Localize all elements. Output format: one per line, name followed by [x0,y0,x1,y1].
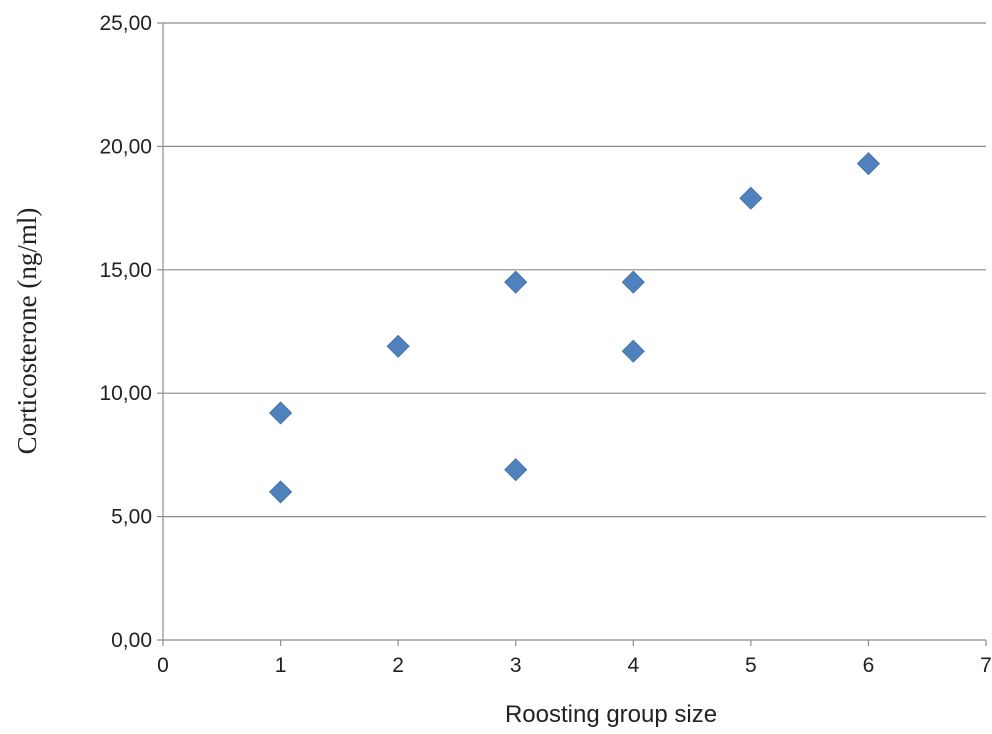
gridlines [163,22,986,518]
data-point-diamond [504,458,528,482]
data-point-diamond [621,270,645,294]
y-tick-label: 15,00 [99,259,152,282]
y-axis-title: Corticosterone (ng/ml) [12,208,42,455]
data-point-diamond [504,270,528,294]
x-tick-label: 7 [980,654,992,677]
tick-labels: 0,00 5,00 10,00 15,00 20,00 25,00 0 1 2 3 4 5 6 7 [99,12,991,677]
x-tick-label: 2 [392,654,404,677]
x-tick-label: 6 [863,654,875,677]
y-tick-label: 20,00 [99,135,152,158]
y-tick-label: 0,00 [111,629,152,652]
x-tick-label: 3 [510,654,522,677]
axes [157,22,987,646]
y-tick-label: 5,00 [111,506,152,529]
data-point-diamond [739,186,763,210]
data-point-diamond [386,334,410,358]
x-tick-label: 4 [627,654,639,677]
y-tick-label: 25,00 [99,12,152,35]
y-tick-label: 10,00 [99,382,152,405]
data-points [269,152,880,504]
data-point-diamond [269,401,293,425]
x-tick-label: 5 [745,654,757,677]
x-tick-label: 0 [157,654,169,677]
x-tick-label: 1 [275,654,287,677]
x-axis-title: Roosting group size [505,701,717,728]
data-point-diamond [856,152,880,176]
data-point-diamond [621,339,645,363]
data-point-diamond [269,480,293,504]
